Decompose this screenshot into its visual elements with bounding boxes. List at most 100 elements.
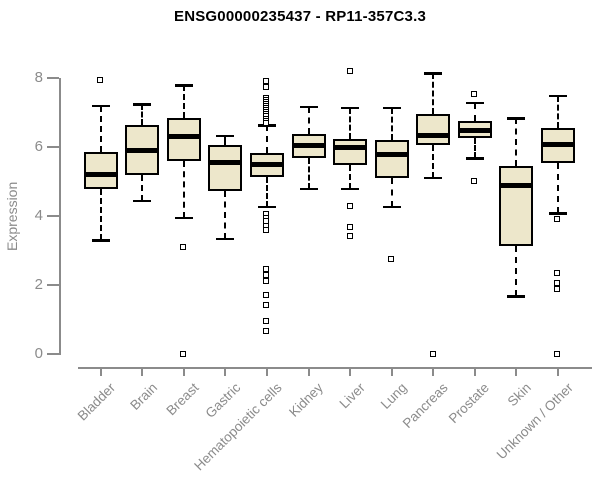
- x-tick: [390, 369, 393, 376]
- outlier-point: [263, 227, 270, 234]
- box-pancreas: [416, 113, 451, 146]
- y-tick: [47, 215, 59, 218]
- whisker-lower: [473, 137, 476, 159]
- outlier-point: [263, 77, 270, 84]
- median-line: [208, 160, 243, 166]
- outlier-point: [263, 277, 270, 284]
- outlier-point: [263, 301, 270, 308]
- outlier-point: [180, 244, 187, 251]
- whisker-cap-lower: [257, 205, 276, 209]
- outlier-point: [263, 328, 270, 335]
- x-category-label: Unknown / Other: [493, 380, 576, 463]
- outlier-point: [346, 203, 353, 210]
- median-line: [499, 182, 534, 188]
- box-gastric: [208, 144, 243, 192]
- chart-title: ENSG00000235437 - RP11-357C3.3: [173, 8, 426, 25]
- whisker-lower: [515, 246, 518, 297]
- whisker-cap-upper: [216, 134, 235, 138]
- whisker-upper: [556, 95, 559, 128]
- x-tick: [224, 369, 227, 376]
- outlier-point: [388, 255, 395, 262]
- y-axis-line: [59, 78, 61, 355]
- median-line: [416, 132, 451, 138]
- outlier-point: [263, 291, 270, 298]
- whisker-cap-upper: [382, 106, 401, 110]
- whisker-lower: [99, 189, 102, 241]
- outlier-point: [180, 350, 187, 357]
- y-tick-label: 4: [34, 207, 43, 225]
- y-tick: [47, 146, 59, 149]
- y-tick-label: 6: [34, 138, 43, 156]
- whisker-cap-upper: [465, 101, 484, 104]
- whisker-cap-upper: [133, 103, 152, 106]
- whisker-lower: [182, 161, 185, 218]
- x-tick: [473, 369, 476, 376]
- x-tick: [265, 369, 268, 376]
- outlier-point: [97, 76, 104, 83]
- y-tick: [47, 284, 59, 287]
- median-line: [83, 171, 118, 177]
- whisker-cap-upper: [341, 106, 360, 110]
- x-tick: [141, 369, 144, 376]
- x-category-label: Liver: [336, 380, 368, 412]
- outlier-point: [263, 265, 270, 272]
- whisker-cap-upper: [299, 105, 318, 109]
- whisker-cap-upper: [424, 72, 443, 75]
- whisker-lower: [432, 145, 435, 178]
- box-breast: [166, 118, 201, 162]
- median-line: [249, 162, 284, 168]
- outlier-point: [346, 223, 353, 230]
- whisker-upper: [515, 118, 518, 166]
- outlier-point: [554, 279, 561, 286]
- whisker-upper: [349, 107, 352, 140]
- whisker-upper: [182, 85, 185, 118]
- outlier-point: [263, 318, 270, 325]
- whisker-cap-upper: [91, 104, 110, 108]
- x-tick: [99, 369, 102, 376]
- outlier-point: [554, 350, 561, 357]
- whisker-cap-lower: [174, 216, 193, 220]
- x-axis-line: [78, 367, 592, 369]
- outlier-point: [263, 271, 270, 278]
- x-tick: [432, 369, 435, 376]
- y-tick-label: 8: [34, 69, 43, 87]
- x-category-label: Skin: [504, 380, 534, 410]
- whisker-cap-lower: [548, 212, 567, 215]
- whisker-upper: [390, 107, 393, 141]
- whisker-upper: [141, 104, 144, 125]
- median-line: [333, 144, 368, 150]
- outlier-point: [471, 177, 478, 184]
- whisker-cap-lower: [424, 176, 443, 180]
- x-category-label: Prostate: [446, 380, 493, 427]
- whisker-upper: [99, 105, 102, 153]
- median-line: [125, 148, 160, 154]
- outlier-point: [554, 269, 561, 276]
- whisker-cap-lower: [216, 237, 235, 241]
- whisker-lower: [390, 177, 393, 207]
- box-skin: [499, 165, 534, 247]
- x-category-label: Kidney: [286, 380, 327, 420]
- x-category-label: Brain: [126, 380, 160, 413]
- x-tick: [556, 369, 559, 376]
- x-category-label: Lung: [377, 380, 410, 412]
- box-lung: [374, 140, 409, 178]
- box-bladder: [83, 152, 118, 190]
- median-line: [291, 142, 326, 148]
- x-tick: [515, 369, 518, 376]
- x-category-label: Bladder: [74, 380, 119, 424]
- median-line: [374, 151, 409, 157]
- outlier-point: [346, 68, 353, 74]
- outlier-point: [346, 232, 353, 239]
- whisker-cap-lower: [133, 199, 152, 203]
- whisker-upper: [473, 102, 476, 121]
- whisker-cap-upper: [548, 94, 567, 98]
- x-tick: [307, 369, 310, 376]
- whisker-cap-lower: [299, 187, 318, 191]
- whisker-upper: [224, 135, 227, 145]
- whisker-lower: [307, 158, 310, 189]
- whisker-upper: [307, 106, 310, 135]
- whisker-cap-upper: [507, 117, 526, 120]
- x-tick: [349, 369, 352, 376]
- outlier-point: [429, 350, 436, 357]
